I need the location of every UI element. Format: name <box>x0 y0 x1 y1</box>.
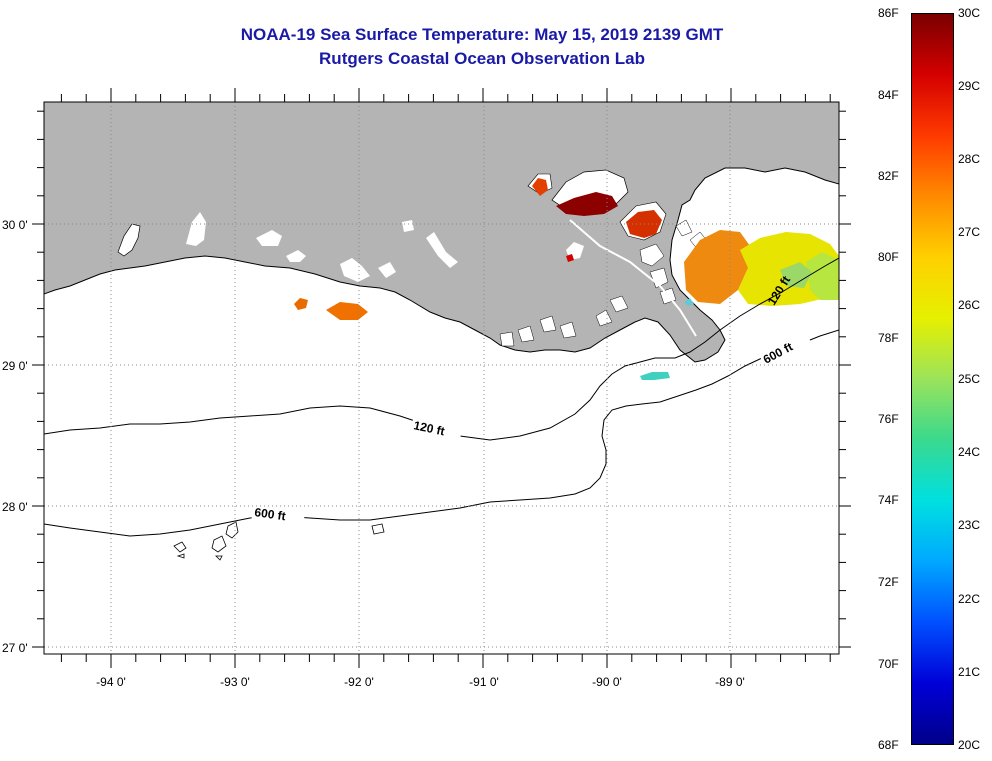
land-mass <box>44 102 839 363</box>
lake <box>402 220 414 232</box>
colorbar-label-f: 82F <box>878 169 899 183</box>
lake <box>256 230 282 246</box>
colorbar-label-c: 22C <box>958 592 981 606</box>
colorbar-label-c: 25C <box>958 372 981 386</box>
colorbar-label-f: 76F <box>878 412 899 426</box>
temperature-colorbar <box>911 13 954 745</box>
colorbar-label-c: 24C <box>958 445 981 459</box>
sst-patch <box>326 302 368 320</box>
colorbar-label-f: 68F <box>878 738 899 752</box>
sst-patch <box>806 252 839 300</box>
colorbar-label-c: 21C <box>958 665 981 679</box>
isobath-600ft <box>44 329 839 537</box>
sst-patch <box>640 372 670 380</box>
lake <box>340 258 370 282</box>
sst-patch <box>684 298 694 306</box>
colorbar-label-c: 26C <box>958 298 981 312</box>
colorbar-label-c: 23C <box>958 518 981 532</box>
map-frame <box>43 101 840 655</box>
lon-label: -92 0' <box>344 675 374 689</box>
map-subtitle: Rutgers Coastal Ocean Observation Lab <box>319 49 645 68</box>
lat-label: 29 0' <box>2 359 28 373</box>
colorbar-label-c: 20C <box>958 738 981 752</box>
lon-label: -90 0' <box>592 675 622 689</box>
sst-patch <box>780 262 812 288</box>
lon-labels: -94 0' -93 0' -92 0' -91 0' -90 0' -89 0… <box>96 675 745 689</box>
colorbar-label-f: 86F <box>878 6 899 20</box>
lon-label: -93 0' <box>220 675 250 689</box>
sst-patch <box>566 254 574 262</box>
lat-label: 30 0' <box>2 218 28 232</box>
lake <box>186 212 206 246</box>
river <box>569 219 697 337</box>
lat-label: 27 0' <box>2 641 28 655</box>
lon-label: -94 0' <box>96 675 126 689</box>
colorbar-label-c: 29C <box>958 79 981 93</box>
svg-text:600 ft: 600 ft <box>254 505 287 523</box>
sst-patch <box>684 230 750 304</box>
colorbar-label-f: 70F <box>878 657 899 671</box>
colorbar-label-f: 72F <box>878 575 899 589</box>
colorbar-label-c: 27C <box>958 225 981 239</box>
colorbar-label-f: 84F <box>878 88 899 102</box>
lake <box>286 250 306 262</box>
colorbar-label-f: 80F <box>878 250 899 264</box>
sst-patch <box>294 298 308 310</box>
contour-label-600-west: 600 ft <box>251 503 306 527</box>
axis-ticks <box>32 88 851 668</box>
colorbar-label-f: 74F <box>878 493 899 507</box>
isobath-120ft <box>44 257 839 441</box>
colorbar-label-c: 30C <box>958 6 981 20</box>
lat-label: 28 0' <box>2 500 28 514</box>
graticule <box>44 102 839 654</box>
sst-patch <box>556 192 618 216</box>
contour-label-120-west: 120 ft <box>410 416 463 443</box>
svg-text:120 ft: 120 ft <box>412 418 446 438</box>
colorbar-label-f: 78F <box>878 331 899 345</box>
colorbar-label-c: 28C <box>958 152 981 166</box>
sst-patch <box>532 178 548 196</box>
lat-labels: 30 0' 29 0' 28 0' 27 0' <box>2 218 28 655</box>
lake <box>426 232 458 268</box>
lon-label: -91 0' <box>469 675 499 689</box>
lake <box>117 223 141 257</box>
lon-label: -89 0' <box>715 675 745 689</box>
lake <box>378 262 396 278</box>
map-title: NOAA-19 Sea Surface Temperature: May 15,… <box>240 25 724 44</box>
